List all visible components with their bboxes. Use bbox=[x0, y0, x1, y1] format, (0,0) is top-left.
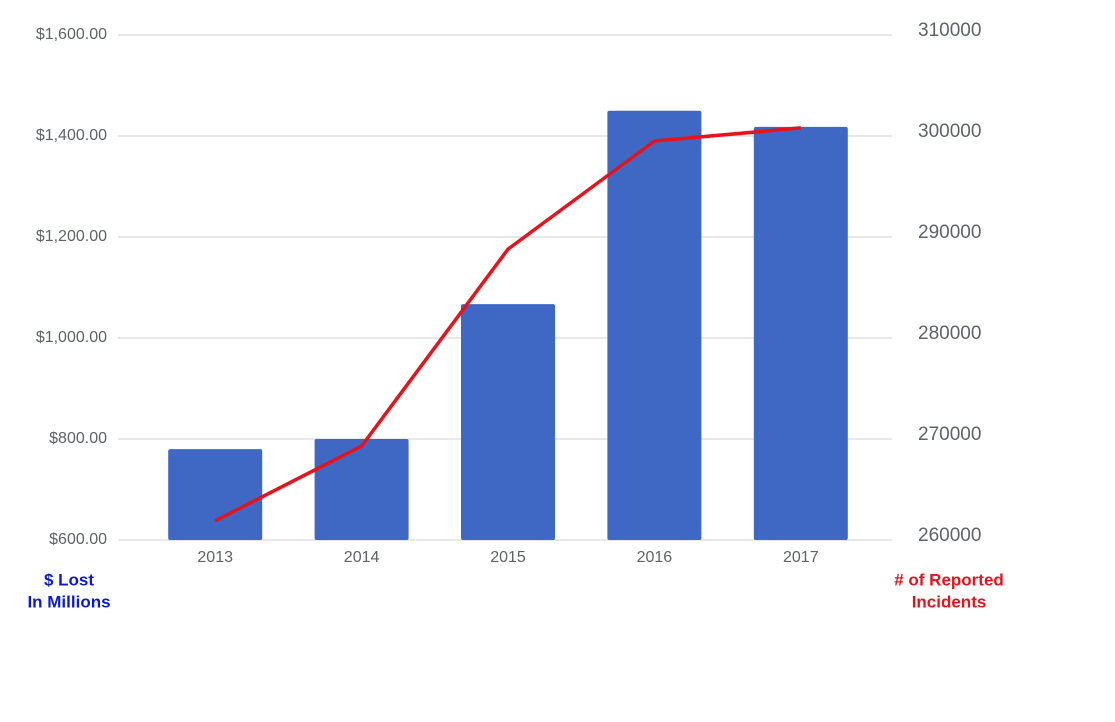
bar bbox=[461, 304, 555, 540]
line bbox=[214, 126, 801, 523]
bar bbox=[314, 439, 409, 540]
y-tick-label: $600.00 bbox=[49, 531, 107, 548]
x-tick-label: 2015 bbox=[490, 549, 526, 566]
bar bbox=[168, 449, 263, 540]
y-tick-label: $1,200.00 bbox=[36, 228, 107, 245]
y2-tick-label: 310000 bbox=[918, 20, 981, 41]
y-axis-label: $ Lost bbox=[44, 570, 94, 589]
y-tick-label: $1,600.00 bbox=[36, 26, 107, 43]
y-axis-label: In Millions bbox=[27, 592, 110, 611]
y2-tick-label: 270000 bbox=[918, 424, 981, 445]
y-tick-label: $800.00 bbox=[49, 430, 107, 447]
y-tick-label: $1,000.00 bbox=[36, 329, 107, 346]
x-tick-label: 2014 bbox=[344, 549, 380, 566]
x-tick-label: 2013 bbox=[197, 549, 233, 566]
bar bbox=[607, 110, 702, 540]
y2-tick-label: 280000 bbox=[918, 323, 981, 344]
y2-tick-label: 300000 bbox=[918, 121, 981, 142]
bar bbox=[753, 126, 848, 540]
y2-axis-label: Incidents bbox=[912, 592, 987, 611]
y2-tick-label: 290000 bbox=[918, 222, 981, 243]
y-tick-label: $1,400.00 bbox=[36, 127, 107, 144]
x-tick-label: 2017 bbox=[783, 549, 819, 566]
y2-axis-label: # of Reported bbox=[894, 570, 1004, 589]
x-tick-label: 2016 bbox=[637, 549, 673, 566]
y2-tick-label: 260000 bbox=[918, 525, 981, 546]
